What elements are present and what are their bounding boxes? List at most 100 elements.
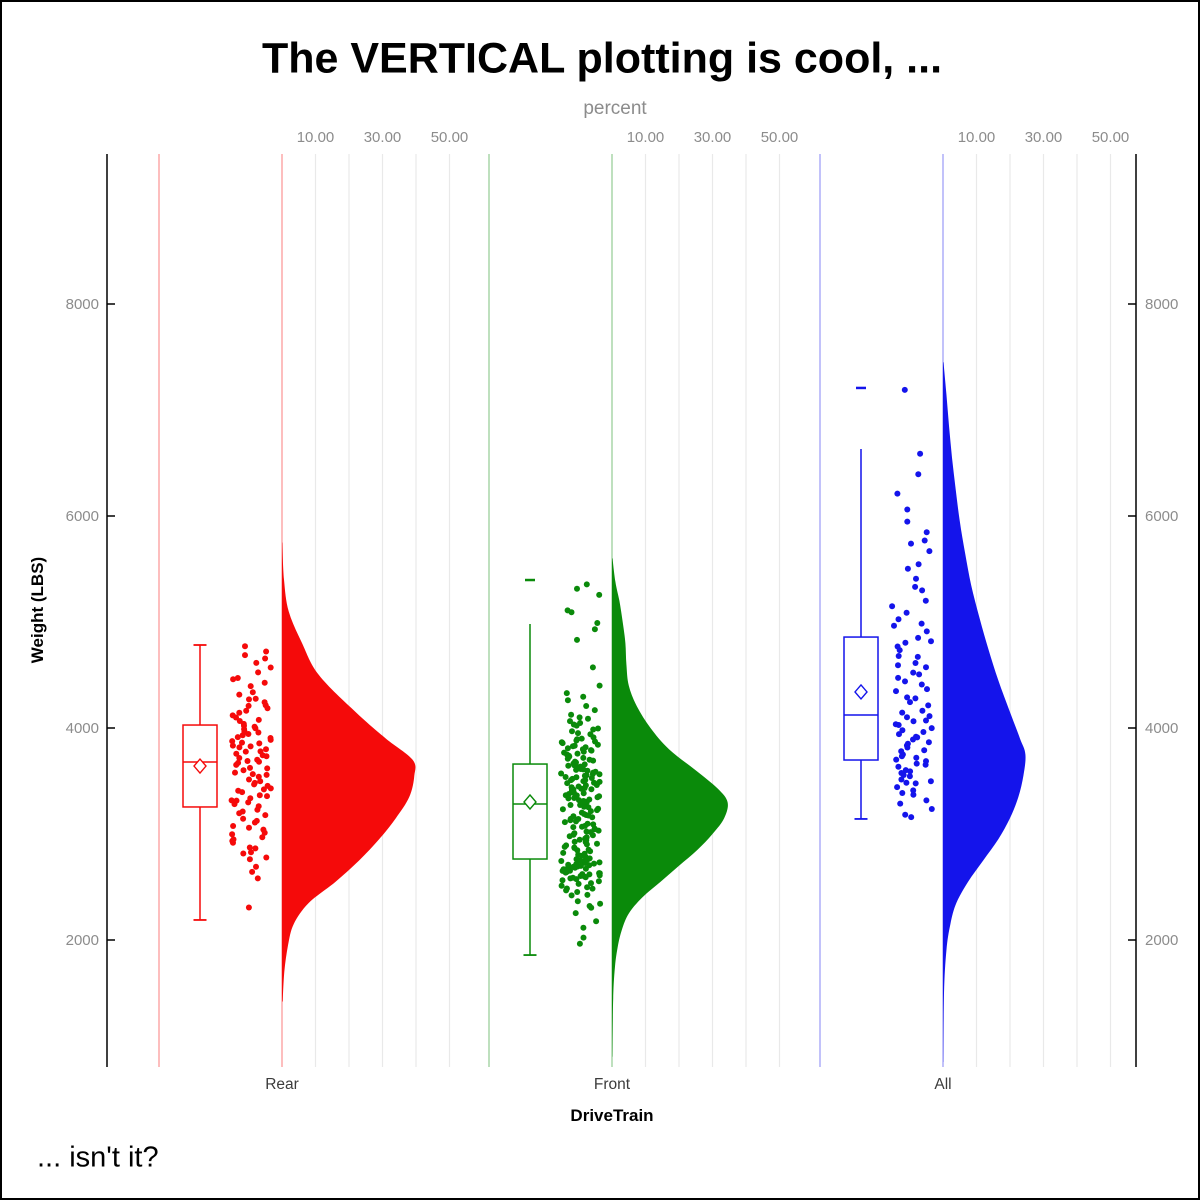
data-point xyxy=(923,797,930,804)
left-axis-tick-label: 6000 xyxy=(66,508,99,525)
group-front xyxy=(512,558,728,1057)
data-point xyxy=(233,797,240,804)
data-point xyxy=(249,771,256,778)
data-point xyxy=(567,718,573,725)
data-point xyxy=(902,639,909,646)
data-point xyxy=(564,697,571,704)
data-point xyxy=(901,386,908,393)
data-point xyxy=(560,849,567,856)
category-label-front: Front xyxy=(594,1076,631,1093)
data-point xyxy=(240,815,247,822)
data-point xyxy=(564,607,571,614)
data-point xyxy=(926,548,933,555)
data-point xyxy=(255,716,262,723)
data-point xyxy=(583,834,590,841)
data-point xyxy=(246,844,253,851)
data-point xyxy=(899,790,906,796)
data-point xyxy=(895,763,902,770)
left-axis-label: Weight (LBS) xyxy=(28,556,47,664)
data-point xyxy=(912,780,919,787)
data-point xyxy=(922,597,929,604)
data-point xyxy=(589,885,596,892)
data-point xyxy=(572,758,578,765)
data-point xyxy=(229,712,236,719)
data-point xyxy=(588,747,594,754)
data-point xyxy=(578,735,585,742)
data-point xyxy=(558,770,565,777)
data-point xyxy=(898,776,905,783)
data-point xyxy=(894,643,901,650)
data-point xyxy=(899,709,906,716)
top-axis-label: percent xyxy=(583,98,647,119)
data-point xyxy=(244,758,251,764)
data-point xyxy=(252,695,259,702)
data-point xyxy=(564,745,571,752)
data-point xyxy=(239,808,246,815)
data-point xyxy=(229,742,236,749)
data-point xyxy=(569,874,576,881)
data-point xyxy=(262,812,269,819)
data-point xyxy=(586,756,593,763)
data-point xyxy=(923,664,929,671)
data-point xyxy=(583,581,590,588)
data-point xyxy=(895,674,902,681)
data-point xyxy=(249,689,256,696)
data-point xyxy=(576,940,583,947)
data-point xyxy=(260,826,267,833)
data-point xyxy=(574,898,581,905)
data-point xyxy=(262,655,269,662)
data-point xyxy=(926,713,933,720)
data-point xyxy=(230,676,237,683)
data-point xyxy=(898,770,905,776)
data-point xyxy=(264,765,271,772)
data-point xyxy=(917,450,924,457)
data-point xyxy=(246,824,252,831)
data-point xyxy=(236,718,243,724)
data-point xyxy=(251,723,258,730)
data-point xyxy=(895,653,902,659)
data-point xyxy=(580,798,587,804)
data-point xyxy=(576,714,583,721)
data-point xyxy=(910,669,917,676)
data-point xyxy=(928,725,935,732)
data-point xyxy=(596,682,603,689)
data-point xyxy=(928,806,935,812)
data-point xyxy=(923,529,930,536)
data-point xyxy=(256,792,263,799)
data-point xyxy=(558,882,565,889)
top-axis-tick-label: 30.00 xyxy=(694,129,732,146)
data-point xyxy=(236,744,243,751)
data-point xyxy=(910,787,917,794)
axis-labels: 10.00 30.00 50.00 Rear 10.00 30.00 50.00 Front 1… xyxy=(265,129,1129,1093)
data-point xyxy=(925,702,932,709)
data-point xyxy=(563,690,570,697)
jitter-points-front xyxy=(558,581,604,947)
half-violin-front xyxy=(612,558,728,1057)
data-point xyxy=(247,683,254,690)
data-point xyxy=(239,739,245,746)
right-axis-tick-label: 4000 xyxy=(1145,720,1178,737)
data-point xyxy=(594,840,600,847)
data-point xyxy=(574,585,580,592)
data-point xyxy=(597,900,604,907)
data-point xyxy=(592,768,599,775)
data-point xyxy=(919,707,926,714)
half-violin-all xyxy=(943,362,1026,1062)
category-label-all: All xyxy=(934,1076,951,1093)
data-point xyxy=(596,591,603,598)
data-point xyxy=(228,797,235,804)
data-point xyxy=(565,762,572,769)
data-point xyxy=(575,783,582,790)
data-point xyxy=(908,814,915,821)
data-point xyxy=(904,506,911,513)
group-rear xyxy=(182,542,416,1002)
data-point xyxy=(230,836,237,843)
data-point xyxy=(595,878,602,885)
box xyxy=(843,636,879,761)
data-point xyxy=(583,703,590,709)
data-point xyxy=(590,726,597,733)
data-point xyxy=(229,831,236,838)
top-axis-tick-label: 30.00 xyxy=(1025,129,1063,146)
mean-diamond xyxy=(854,683,868,701)
data-point xyxy=(580,790,587,797)
